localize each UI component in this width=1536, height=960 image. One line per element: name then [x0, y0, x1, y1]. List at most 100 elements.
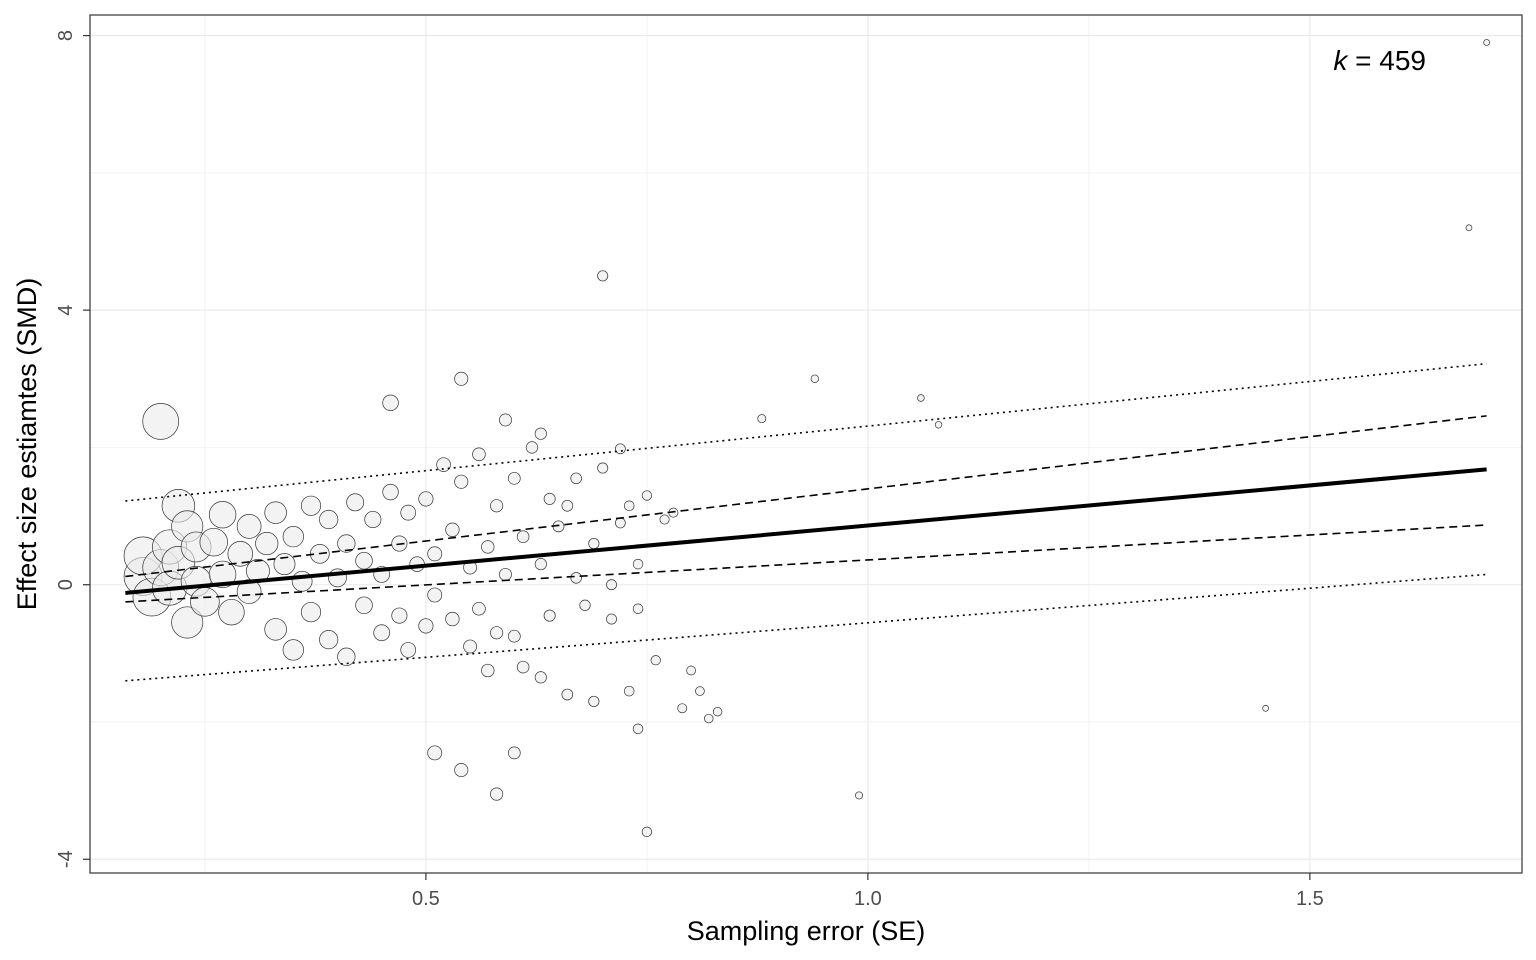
- study-point: [436, 457, 451, 472]
- axis-ticks: 0.5 1.0 1.5 -4 0 4 8: [55, 30, 1324, 910]
- study-point: [632, 603, 644, 614]
- study-point: [534, 671, 547, 684]
- study-point: [236, 579, 262, 604]
- confidence-interval-upper: [125, 415, 1487, 578]
- study-point: [481, 663, 495, 678]
- study-point: [142, 402, 180, 440]
- study-point: [227, 541, 254, 567]
- study-point: [712, 707, 723, 717]
- study-point: [319, 630, 339, 650]
- study-point: [534, 558, 547, 571]
- study-point: [632, 558, 644, 570]
- study-point: [208, 560, 237, 589]
- study-point: [264, 501, 287, 524]
- study-point: [445, 522, 460, 537]
- study-point: [1465, 224, 1473, 232]
- study-point: [579, 599, 591, 611]
- study-point: [190, 587, 220, 617]
- confidence-interval-lower: [125, 524, 1487, 603]
- y-tick-label: 0: [55, 579, 77, 590]
- study-point: [507, 629, 521, 643]
- study-point: [516, 660, 530, 674]
- k-symbol: k: [1333, 45, 1349, 76]
- study-point: [400, 504, 417, 521]
- study-point: [319, 509, 339, 530]
- study-point: [606, 613, 617, 625]
- y-tick-label: -4: [55, 850, 77, 868]
- study-point: [632, 723, 644, 735]
- study-point: [454, 371, 469, 386]
- study-point: [346, 493, 365, 512]
- study-point: [606, 579, 617, 591]
- study-point: [677, 703, 688, 714]
- study-point: [525, 441, 539, 454]
- study-point: [543, 492, 556, 505]
- study-point: [686, 665, 696, 676]
- sample-size-annotation: k = 459: [1333, 45, 1426, 76]
- study-point: [382, 394, 399, 411]
- study-point: [1483, 39, 1490, 46]
- study-point: [561, 499, 574, 512]
- study-point: [282, 526, 304, 548]
- study-point: [917, 394, 925, 402]
- study-point: [463, 639, 477, 654]
- study-point: [282, 639, 304, 661]
- study-point: [570, 572, 582, 584]
- x-axis-title: Sampling error (SE): [687, 916, 926, 946]
- regression-lines: [125, 362, 1487, 682]
- minor-gridlines: [90, 15, 1522, 873]
- study-point: [597, 270, 609, 282]
- y-tick-label: 4: [55, 305, 77, 316]
- study-point: [490, 626, 504, 640]
- study-point: [264, 618, 287, 641]
- study-point: [454, 474, 469, 489]
- study-point: [615, 443, 626, 455]
- study-point: [427, 745, 443, 761]
- study-point: [427, 587, 443, 603]
- study-point: [534, 427, 547, 440]
- study-point: [199, 527, 228, 557]
- study-point: [445, 611, 460, 627]
- study-point: [615, 517, 626, 529]
- major-gridlines: [90, 15, 1522, 873]
- study-point: [641, 490, 653, 501]
- study-point: [355, 596, 373, 615]
- prediction-interval-upper: [125, 362, 1487, 502]
- study-point: [561, 688, 574, 701]
- study-point: [337, 647, 356, 666]
- study-point: [623, 685, 635, 697]
- study-point: [454, 763, 469, 778]
- study-point: [300, 495, 322, 516]
- y-axis-title: Effect size estiamtes (SMD): [12, 278, 42, 611]
- study-point: [1262, 704, 1270, 712]
- study-point: [650, 655, 661, 666]
- study-point: [373, 624, 391, 642]
- study-point: [516, 530, 530, 543]
- study-point: [704, 713, 714, 724]
- study-point: [218, 598, 245, 626]
- study-point: [855, 791, 864, 800]
- study-point: [810, 374, 820, 383]
- regression-estimate-line: [125, 467, 1487, 595]
- study-point: [490, 787, 504, 801]
- x-tick-label: 1.0: [854, 888, 882, 910]
- study-point: [507, 746, 521, 760]
- y-tick-label: 8: [55, 30, 77, 41]
- study-point: [255, 531, 279, 556]
- study-point: [355, 551, 373, 570]
- study-point: [418, 618, 434, 634]
- study-point: [427, 546, 443, 562]
- study-point: [391, 607, 408, 624]
- study-point: [757, 414, 767, 424]
- study-point: [499, 413, 512, 427]
- study-point: [337, 534, 356, 553]
- study-point: [623, 500, 635, 512]
- data-points: [123, 39, 1490, 837]
- study-point: [543, 609, 556, 622]
- study-point: [695, 686, 705, 696]
- study-point: [364, 510, 382, 529]
- study-point: [171, 606, 204, 639]
- study-point: [490, 499, 504, 513]
